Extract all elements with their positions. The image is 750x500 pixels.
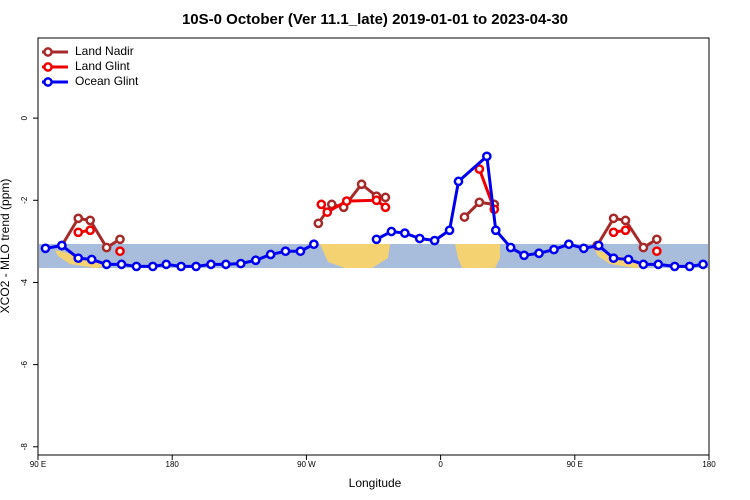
x-tick-label: 180 bbox=[702, 460, 716, 469]
y-tick-label: -8 bbox=[20, 443, 29, 451]
point bbox=[40, 243, 51, 254]
legend-marker bbox=[43, 62, 53, 72]
point bbox=[620, 215, 631, 226]
land-patch bbox=[320, 244, 390, 268]
point bbox=[371, 234, 382, 245]
point bbox=[309, 239, 319, 250]
point bbox=[280, 246, 291, 257]
point bbox=[380, 202, 391, 213]
point bbox=[206, 259, 216, 270]
point bbox=[86, 254, 97, 265]
point bbox=[474, 197, 485, 208]
x-tick-label: 180 bbox=[166, 460, 180, 469]
point bbox=[115, 234, 125, 245]
point bbox=[313, 218, 324, 229]
point bbox=[265, 249, 276, 260]
point bbox=[459, 212, 470, 222]
series-line bbox=[60, 182, 658, 250]
point bbox=[653, 259, 664, 270]
x-tick-label: 0 bbox=[438, 460, 443, 469]
point bbox=[356, 179, 367, 190]
point bbox=[250, 255, 261, 266]
x-tick-label: 90 E bbox=[30, 460, 46, 469]
land-patch bbox=[455, 244, 500, 268]
x-tick-label: 90 W bbox=[297, 460, 316, 469]
point bbox=[638, 242, 649, 253]
legend-marker bbox=[43, 47, 53, 57]
point bbox=[316, 199, 327, 210]
point bbox=[429, 235, 440, 246]
point bbox=[444, 225, 455, 236]
point bbox=[651, 234, 662, 245]
point bbox=[386, 226, 397, 237]
point bbox=[57, 240, 67, 251]
point bbox=[101, 242, 112, 253]
point bbox=[73, 253, 84, 264]
x-tick-label: 90 E bbox=[567, 460, 583, 469]
point bbox=[176, 261, 186, 272]
chart-title: 10S-0 October (Ver 11.1_late) 2019-01-01… bbox=[182, 11, 568, 28]
x-axis-label: Longitude bbox=[349, 476, 402, 490]
y-tick-label: -2 bbox=[20, 196, 29, 204]
point bbox=[380, 192, 391, 203]
point bbox=[414, 233, 425, 244]
point bbox=[474, 164, 485, 174]
point bbox=[399, 228, 410, 238]
legend-label: Land Nadir bbox=[75, 44, 134, 58]
point bbox=[608, 253, 619, 264]
y-tick-label: 0 bbox=[20, 115, 29, 120]
point bbox=[453, 176, 464, 187]
point bbox=[131, 261, 142, 272]
point bbox=[549, 244, 559, 255]
point bbox=[101, 259, 112, 270]
legend-label: Land Glint bbox=[75, 59, 130, 73]
y-tick-label: -6 bbox=[20, 361, 29, 369]
point bbox=[115, 246, 125, 257]
point bbox=[371, 195, 382, 206]
point bbox=[534, 248, 544, 259]
point bbox=[85, 215, 96, 226]
point bbox=[147, 261, 158, 272]
point bbox=[490, 225, 501, 236]
point bbox=[161, 259, 172, 270]
point bbox=[341, 196, 352, 206]
point bbox=[578, 243, 589, 254]
point bbox=[698, 259, 708, 270]
y-axis-label: XCO2 - MLO trend (ppm) bbox=[0, 179, 12, 314]
point bbox=[563, 239, 574, 250]
point bbox=[608, 227, 619, 238]
point bbox=[73, 227, 84, 238]
point bbox=[651, 246, 662, 257]
point bbox=[116, 259, 127, 270]
point bbox=[322, 207, 333, 218]
point bbox=[519, 250, 529, 261]
point bbox=[608, 213, 619, 224]
point bbox=[295, 246, 306, 257]
point bbox=[638, 259, 649, 270]
point bbox=[505, 242, 516, 253]
point bbox=[669, 261, 680, 272]
point bbox=[221, 259, 231, 270]
point bbox=[623, 254, 634, 265]
point bbox=[684, 261, 695, 272]
point bbox=[85, 225, 96, 236]
point bbox=[73, 213, 84, 224]
point bbox=[481, 151, 492, 162]
point bbox=[235, 258, 246, 269]
point bbox=[593, 240, 604, 251]
y-tick-label: -4 bbox=[20, 278, 29, 286]
point bbox=[620, 225, 631, 236]
legend-label: Ocean Glint bbox=[75, 74, 139, 88]
series-line bbox=[78, 169, 657, 251]
point bbox=[191, 261, 201, 272]
legend-marker bbox=[43, 77, 53, 87]
plot-frame bbox=[37, 37, 710, 456]
